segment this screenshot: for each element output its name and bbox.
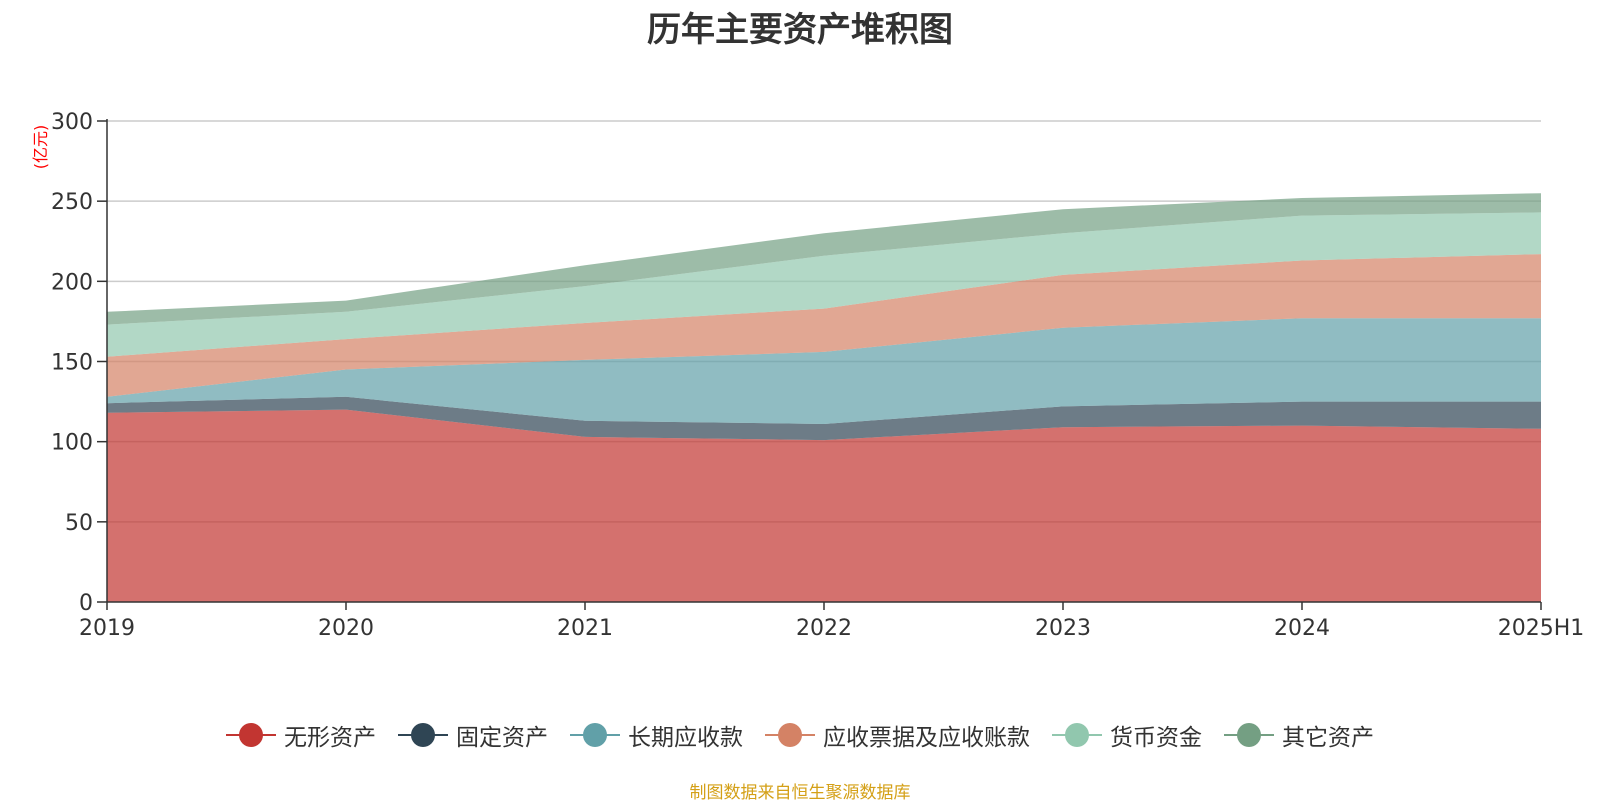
y-tick-label: 0 [79,591,93,616]
legend-marker-icon [1052,721,1102,749]
legend-marker-icon [570,721,620,749]
series-area-长期应收款 [107,318,1541,424]
series-area-固定资产 [107,396,1541,441]
y-axis-unit-label: (亿元) [31,125,50,170]
x-tick-label: 2019 [79,616,135,641]
source-note: 制图数据来自恒生聚源数据库 [689,783,911,803]
y-tick-label: 50 [65,511,93,536]
x-tick-label: 2025H1 [1498,616,1585,641]
x-tick-label: 2020 [318,616,374,641]
y-tick-label: 100 [51,431,93,456]
y-tick-label: 200 [51,270,93,295]
series-areas [107,193,1541,602]
legend-item[interactable]: 其它资产 [1224,718,1374,752]
stacked-area-chart: 0 50 100 150 200 250 300 2019 2020 2021 2022 2023 20… [31,110,1584,641]
legend-label: 固定资产 [456,725,548,751]
series-area-货币资金 [107,212,1541,357]
y-tick-label: 300 [51,110,93,135]
legend-label: 货币资金 [1110,725,1202,751]
x-tick-label: 2024 [1274,616,1330,641]
series-area-无形资产 [107,409,1541,602]
legend-label: 应收票据及应收账款 [823,725,1030,751]
series-area-应收票据及应收账款 [107,254,1541,397]
legend-item[interactable]: 货币资金 [1052,718,1202,752]
y-tick-label: 250 [51,190,93,215]
legend-item[interactable]: 固定资产 [398,718,548,752]
legend-item[interactable]: 长期应收款 [570,718,743,752]
y-tick-label: 150 [51,351,93,376]
legend-item[interactable]: 无形资产 [226,718,376,752]
legend-marker-icon [398,721,448,749]
x-tick-label: 2022 [796,616,852,641]
legend-marker-icon [226,721,276,749]
axes: 0 50 100 150 200 250 300 2019 2020 2021 2022 2023 20… [51,110,1584,641]
legend-label: 其它资产 [1282,725,1374,751]
legend-marker-icon [1224,721,1274,749]
legend-label: 无形资产 [284,725,376,751]
series-area-其它资产 [107,193,1541,325]
legend-label: 长期应收款 [628,725,743,751]
chart-title: 历年主要资产堆积图 [647,10,953,50]
x-tick-label: 2021 [557,616,613,641]
legend: 无形资产 固定资产 长期应收款 应收票据及应收账款 货币资金 其它资产 [0,718,1600,752]
x-tick-label: 2023 [1035,616,1091,641]
legend-item[interactable]: 应收票据及应收账款 [765,718,1030,752]
legend-marker-icon [765,721,815,749]
